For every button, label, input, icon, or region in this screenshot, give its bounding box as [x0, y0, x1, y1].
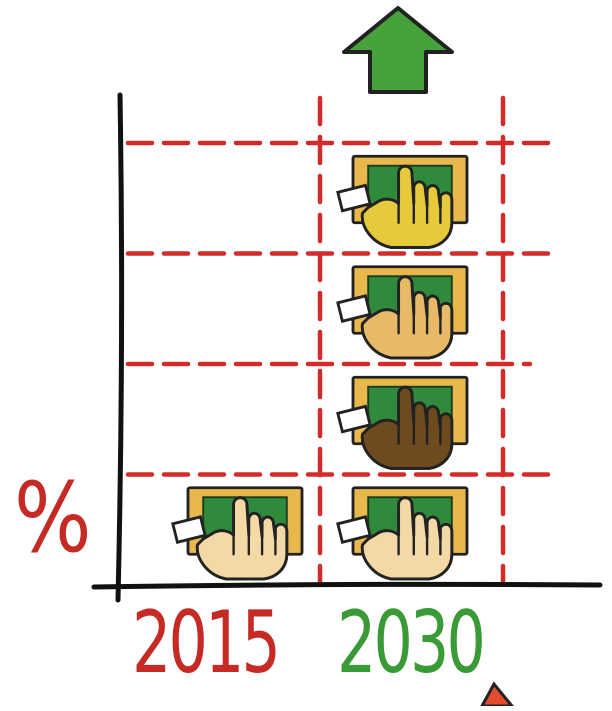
hand-holding-banknote-icon — [171, 486, 304, 581]
x-tick-label-2015: 2015 — [131, 593, 281, 693]
trend-arrow — [342, 6, 454, 94]
hand-holding-banknote-icon — [336, 265, 469, 360]
axes — [91, 92, 603, 603]
grid-lines — [125, 95, 553, 585]
hand-holding-banknote-icon — [336, 486, 469, 581]
up-arrow-icon — [342, 6, 454, 94]
x-tick-label-2030: 2030 — [336, 593, 486, 693]
y-axis-unit: % — [14, 462, 92, 574]
hand-holding-banknote-icon — [336, 375, 469, 470]
hand-holding-banknote-icon — [336, 154, 469, 249]
pencil-tip-icon — [479, 681, 516, 708]
y-axis — [115, 92, 125, 603]
icon-bars — [171, 154, 469, 581]
x-axis — [91, 581, 603, 590]
